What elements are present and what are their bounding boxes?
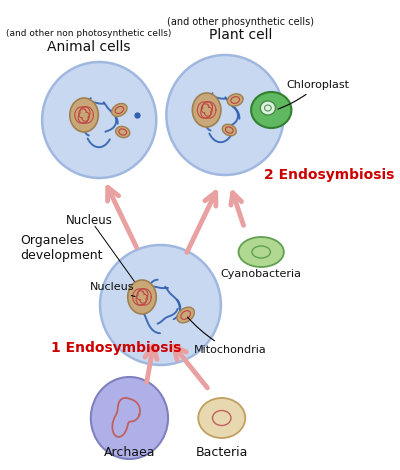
Ellipse shape (198, 398, 245, 438)
Text: (and other non photosynthetic cells): (and other non photosynthetic cells) (6, 29, 172, 38)
Ellipse shape (128, 280, 156, 314)
Ellipse shape (112, 103, 127, 117)
Ellipse shape (116, 126, 130, 138)
Text: Plant cell: Plant cell (208, 28, 272, 42)
Text: Mitochondria: Mitochondria (188, 317, 267, 355)
Ellipse shape (238, 237, 284, 267)
Text: Organeles
development: Organeles development (20, 234, 103, 262)
Ellipse shape (177, 307, 194, 323)
Text: Archaea: Archaea (104, 446, 155, 460)
Ellipse shape (260, 101, 276, 115)
Text: Animal cells: Animal cells (47, 40, 131, 54)
Text: Nucleus: Nucleus (66, 213, 112, 227)
Ellipse shape (227, 94, 243, 106)
Text: Chloroplast: Chloroplast (278, 80, 349, 109)
Ellipse shape (70, 98, 98, 132)
Ellipse shape (100, 245, 221, 365)
Ellipse shape (222, 124, 236, 136)
Text: Cyanobacteria: Cyanobacteria (221, 269, 302, 279)
Ellipse shape (166, 55, 284, 175)
Ellipse shape (42, 62, 156, 178)
Text: Bacteria: Bacteria (196, 446, 248, 460)
Text: 1 Endosymbiosis: 1 Endosymbiosis (51, 341, 182, 355)
Text: (and other phosynthetic cells): (and other phosynthetic cells) (167, 17, 314, 27)
Ellipse shape (251, 92, 292, 128)
Text: 2 Endosymbiosis: 2 Endosymbiosis (264, 168, 394, 182)
Ellipse shape (91, 377, 168, 459)
Ellipse shape (192, 93, 221, 127)
Text: Nucleus: Nucleus (90, 282, 135, 297)
